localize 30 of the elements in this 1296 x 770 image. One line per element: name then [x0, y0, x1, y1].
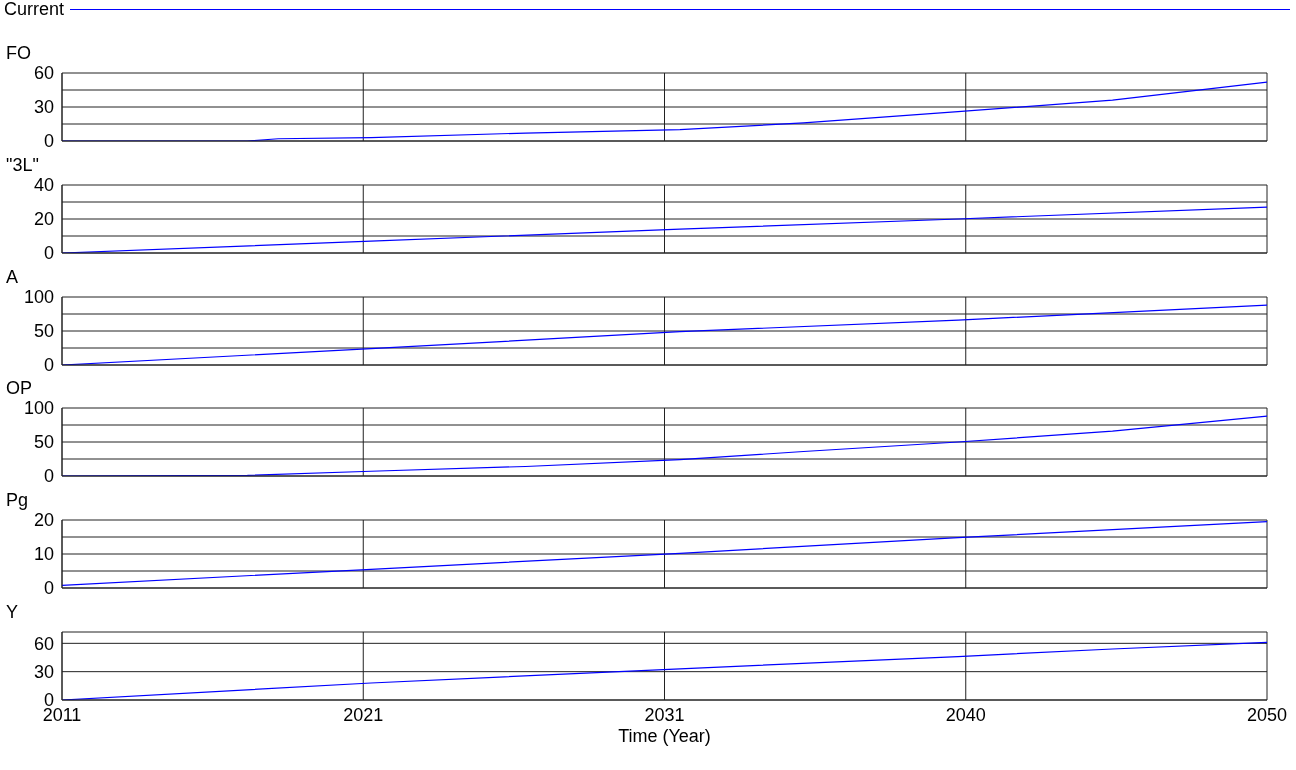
- y-tick-label: 0: [43, 578, 54, 599]
- chart-title: Y: [6, 602, 19, 622]
- x-tick-label: 2040: [945, 704, 986, 725]
- y-tick-label: 100: [23, 398, 54, 419]
- chart-title: OP: [6, 378, 33, 399]
- y-tick-label: 50: [33, 320, 54, 341]
- y-tick-label: 0: [43, 243, 54, 264]
- chart-title: "3L": [6, 154, 39, 175]
- chart-title: A: [6, 266, 19, 287]
- x-tick-label: 2050: [1246, 704, 1288, 725]
- y-tick-label: 0: [43, 354, 54, 375]
- y-tick-label: 50: [33, 432, 54, 453]
- x-axis-title: Time (Year): [617, 726, 712, 747]
- y-tick-label: 20: [33, 209, 54, 230]
- line-series: [62, 521, 1267, 587]
- y-tick-label: 100: [23, 286, 54, 307]
- chart-title: FO: [6, 43, 31, 63]
- y-tick-label: 0: [43, 131, 54, 152]
- y-tick-label: 60: [33, 633, 54, 654]
- y-tick-label: 40: [33, 175, 54, 196]
- y-tick-label: 0: [43, 466, 54, 487]
- y-tick-label: 30: [33, 97, 54, 118]
- y-tick-label: 30: [33, 662, 54, 683]
- x-tick-label: 2021: [343, 704, 384, 725]
- text: Current: [4, 0, 65, 20]
- chart-title: Pg: [6, 490, 29, 511]
- x-tick-label: 2031: [644, 704, 685, 725]
- y-tick-label: 20: [33, 510, 54, 531]
- y-tick-label: 10: [33, 544, 54, 565]
- y-tick-label: 60: [33, 63, 54, 84]
